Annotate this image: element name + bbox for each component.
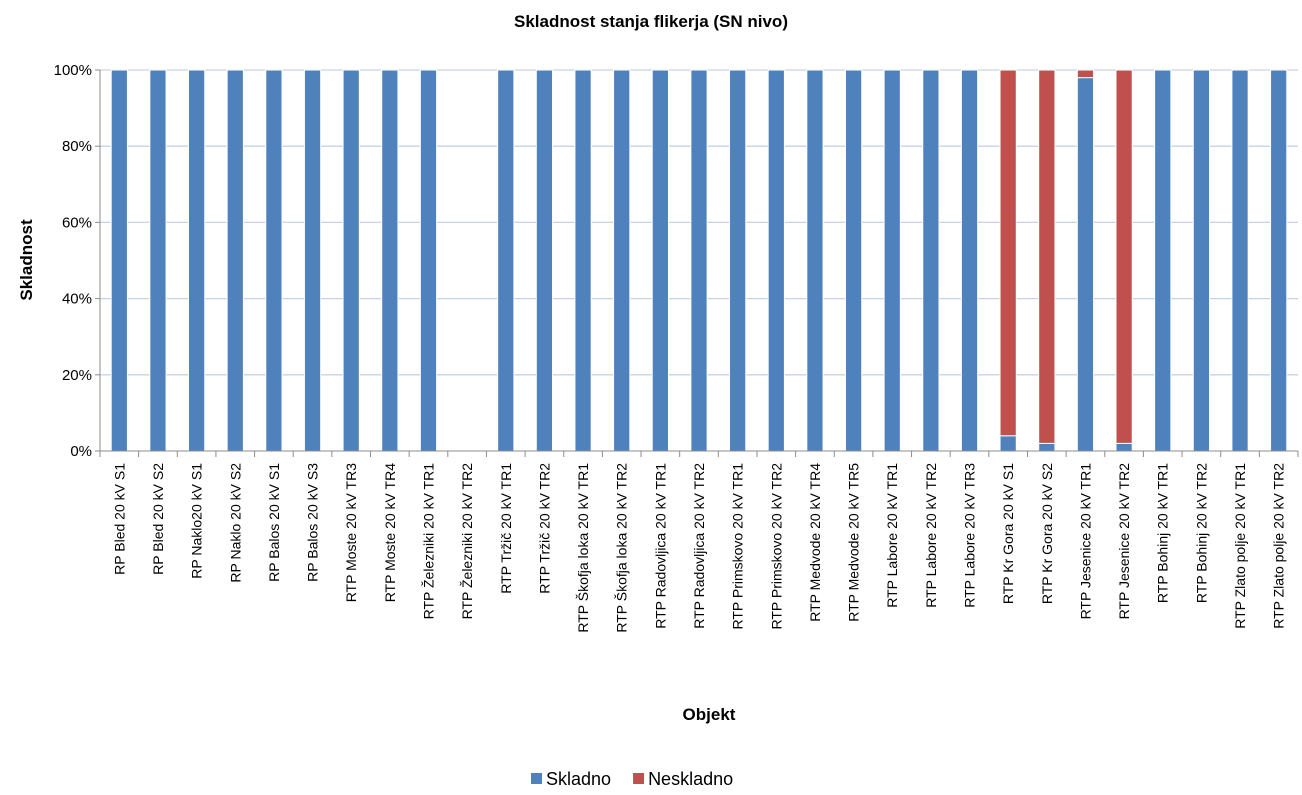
- bar-skladno: [1154, 69, 1172, 452]
- bar-neskladno: [999, 69, 1017, 437]
- x-tick-label: RTP Jesenice 20 kV TR1: [1077, 463, 1093, 620]
- bar-skladno: [149, 69, 167, 452]
- y-tick-label: 60%: [62, 214, 92, 231]
- x-tick-label: RTP Medvode 20 kV TR4: [807, 463, 823, 622]
- bar-skladno: [767, 69, 785, 452]
- x-tick-label: RTP Primskovo 20 kV TR1: [730, 463, 746, 630]
- bar-skladno: [1270, 69, 1288, 452]
- x-tick-label: RTP Škofja loka 20 kV TR1: [575, 463, 591, 633]
- bar-skladno: [265, 69, 283, 452]
- legend-label: Neskladno: [648, 769, 733, 789]
- x-tick-label: RP Naklo20 kV S1: [189, 463, 205, 579]
- bar-skladno: [187, 69, 206, 452]
- x-tick-label: RP Bled 20 kV S2: [150, 463, 166, 575]
- bars: [110, 69, 1288, 452]
- x-tick-label: RTP Škofja loka 20 kV TR2: [614, 463, 630, 633]
- bar-skladno: [419, 69, 438, 452]
- y-tick-label: 20%: [62, 367, 92, 384]
- bar-skladno: [535, 69, 554, 452]
- x-tick-labels: RP Bled 20 kV S1 RP Bled 20 kV S2 RP Naklo…: [111, 463, 1286, 633]
- x-tick-label: RTP Zlato polje 20 kV TR1: [1232, 463, 1248, 629]
- y-axis-title: Skladnost: [17, 219, 36, 301]
- y-tick-label: 100%: [54, 62, 92, 79]
- x-tick-label: RTP Medvode 20 kV TR5: [846, 463, 862, 622]
- x-tick-label: RTP Labore 20 kV TR3: [962, 463, 978, 608]
- x-tick-label: RTP Labore 20 kV TR1: [884, 463, 900, 608]
- bar-neskladno: [1038, 69, 1056, 444]
- bar-skladno: [729, 69, 747, 452]
- x-tick-label: RTP Tržič 20 kV TR1: [498, 463, 514, 594]
- x-axis-title: Objekt: [683, 705, 736, 724]
- axes: [95, 69, 1299, 457]
- bar-skladno: [613, 69, 631, 452]
- x-tick-label: RTP Kr Gora 20 kV S2: [1039, 463, 1055, 604]
- chart-title: Skladnost stanja flikerja (SN nivo): [514, 12, 788, 31]
- x-tick-label: RTP Primskovo 20 kV TR2: [768, 463, 784, 630]
- x-tick-label: RTP Železniki 20 kV TR2: [459, 463, 475, 620]
- bar-skladno: [651, 69, 669, 452]
- legend: Skladno Neskladno: [531, 769, 733, 789]
- x-tick-label: RP Naklo 20 kV S2: [227, 463, 243, 583]
- x-tick-label: RTP Zlato polje 20 kV TR2: [1271, 463, 1287, 629]
- bar-skladno: [806, 69, 824, 452]
- x-tick-label: RTP Radovljica 20 kV TR2: [691, 463, 707, 629]
- x-tick-label: RP Balos 20 kV S3: [305, 463, 321, 582]
- bar-skladno: [226, 69, 244, 452]
- bar-skladno: [1192, 69, 1211, 452]
- bar-neskladno: [1076, 69, 1095, 79]
- y-tick-label: 80%: [62, 138, 92, 155]
- legend-swatch: [531, 773, 542, 784]
- legend-label: Skladno: [546, 769, 611, 789]
- x-tick-label: RTP Kr Gora 20 kV S1: [1000, 463, 1016, 604]
- x-tick-label: RTP Moste 20 kV TR3: [343, 463, 359, 602]
- x-tick-label: RTP Moste 20 kV TR4: [382, 463, 398, 602]
- bar-skladno: [1038, 442, 1056, 452]
- x-tick-label: RTP Bohinj 20 kV TR1: [1155, 463, 1171, 603]
- bar-skladno: [922, 69, 940, 452]
- x-tick-label: RTP Bohinj 20 kV TR2: [1193, 463, 1209, 603]
- x-tick-label: RP Balos 20 kV S1: [266, 463, 282, 582]
- bar-skladno: [110, 69, 128, 452]
- bar-skladno: [303, 69, 322, 452]
- x-tick-label: RTP Železniki 20 kV TR1: [420, 463, 436, 620]
- x-tick-label: RTP Labore 20 kV TR2: [923, 463, 939, 608]
- y-tick-labels: 0% 20% 40% 60% 80% 100%: [54, 62, 92, 460]
- bar-neskladno: [1115, 69, 1133, 444]
- bar-skladno: [883, 69, 901, 452]
- bar-skladno: [574, 69, 592, 452]
- bar-skladno: [999, 435, 1017, 452]
- bar-skladno: [690, 69, 708, 452]
- bar-skladno: [1231, 69, 1249, 452]
- x-tick-label: RTP Jesenice 20 kV TR2: [1116, 463, 1132, 620]
- x-tick-label: RP Bled 20 kV S1: [111, 463, 127, 575]
- bar-skladno: [381, 69, 399, 452]
- bar-skladno: [1076, 77, 1095, 452]
- y-tick-label: 40%: [62, 291, 92, 308]
- bar-skladno: [497, 69, 515, 452]
- x-tick-label: RTP Radovljica 20 kV TR1: [652, 463, 668, 629]
- bar-skladno: [960, 69, 979, 452]
- bar-skladno: [844, 69, 863, 452]
- x-tick-label: RTP Tržič 20 kV TR2: [536, 463, 552, 594]
- bar-skladno: [342, 69, 360, 452]
- bar-skladno: [1115, 442, 1133, 452]
- y-tick-label: 0%: [70, 443, 92, 460]
- legend-swatch: [633, 773, 645, 784]
